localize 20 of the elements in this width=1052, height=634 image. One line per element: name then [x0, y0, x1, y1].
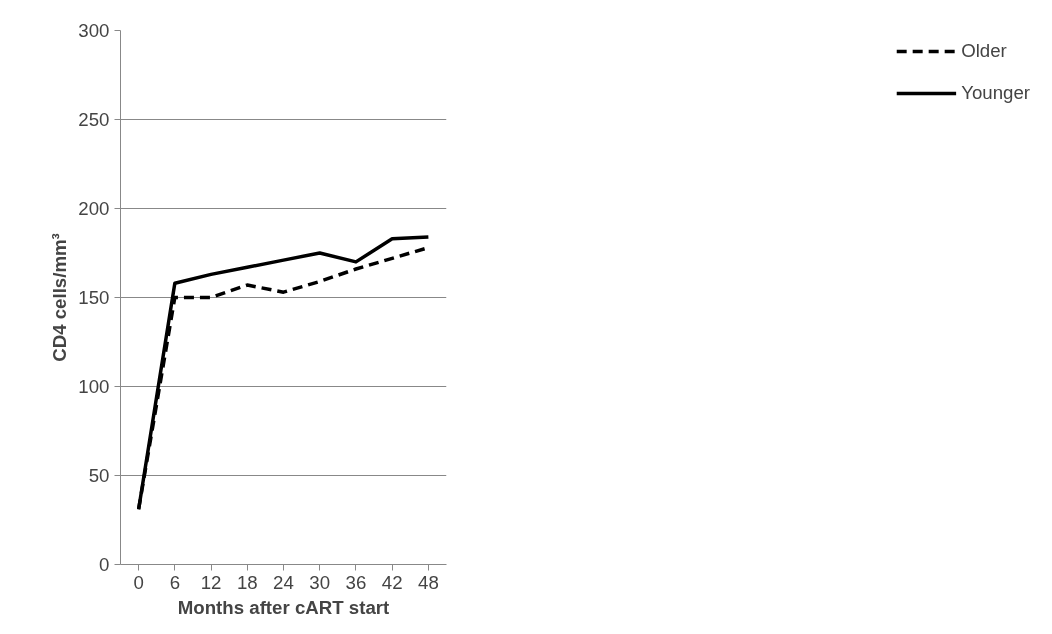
legend-label: Younger [961, 82, 1030, 104]
x-tick-label: 42 [381, 571, 403, 593]
x-axis-title: Months after cART start [177, 596, 390, 618]
y-axis-title: CD4 cells/mm³ [49, 233, 71, 362]
legend-label: Older [961, 40, 1007, 62]
y-tick-label: 200 [78, 198, 110, 219]
x-tick-label: 12 [200, 571, 222, 593]
x-tick-label: 36 [345, 571, 367, 593]
y-tick-label: 250 [78, 109, 110, 130]
y-tick-label: 150 [78, 287, 110, 308]
y-tick-label: 100 [78, 376, 110, 397]
x-tick-label: 18 [236, 571, 258, 593]
x-tick-label: 30 [309, 571, 331, 593]
x-tick-label: 24 [273, 571, 294, 593]
x-tick-label: 6 [169, 571, 181, 593]
y-tick-label: 0 [99, 554, 110, 575]
x-tick-label: 0 [133, 571, 144, 593]
y-tick-label: 300 [78, 20, 110, 41]
x-tick-label: 48 [418, 571, 439, 593]
y-tick-label: 50 [88, 465, 110, 486]
